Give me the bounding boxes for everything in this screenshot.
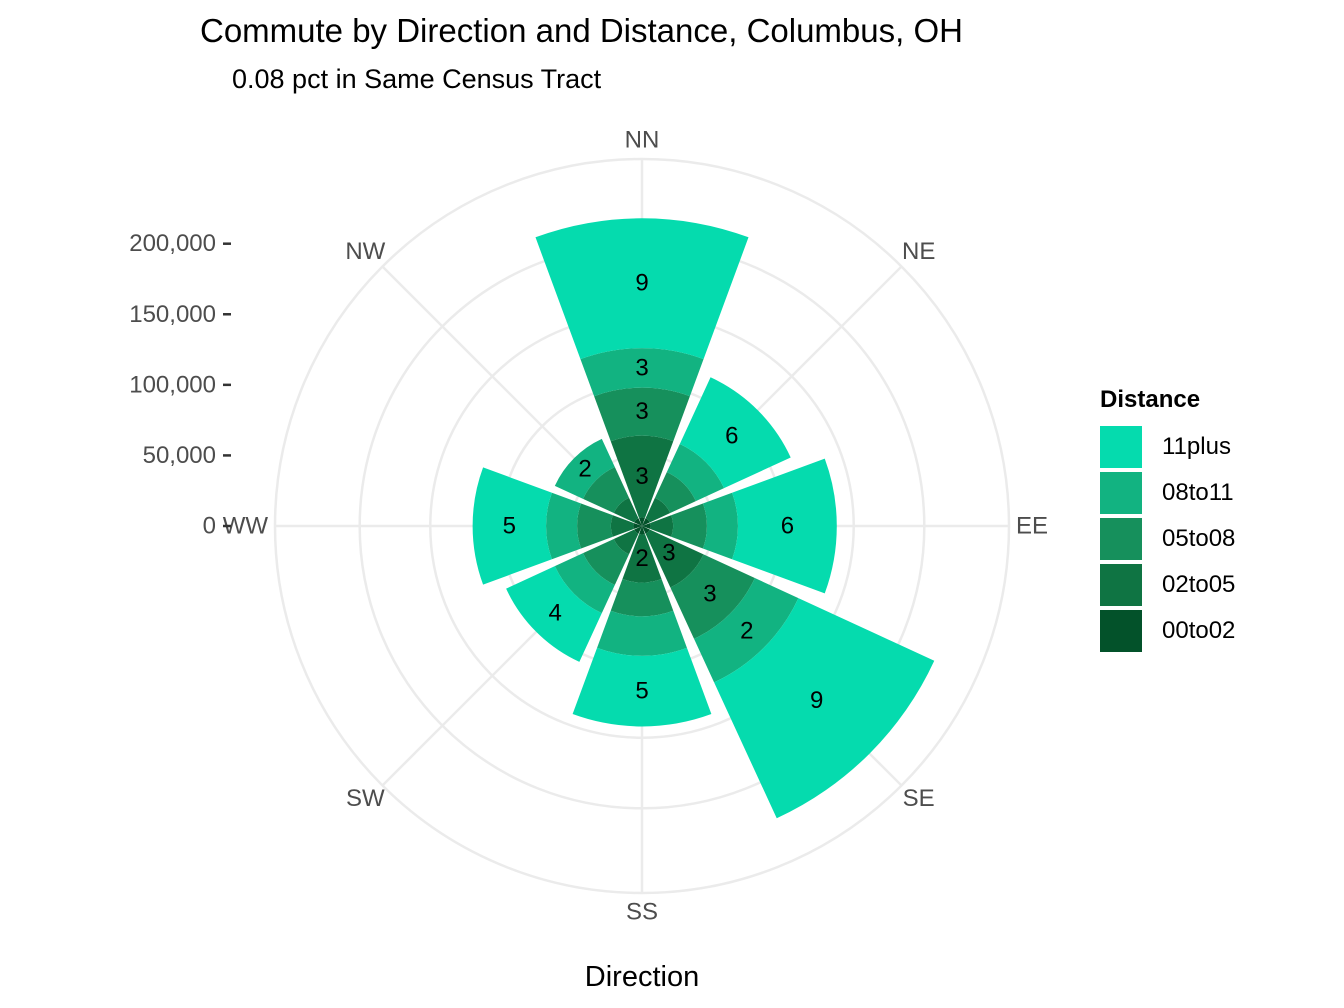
bar-sw-11plus: [506, 566, 602, 662]
radial-tick-label: 0: [203, 513, 216, 540]
bar-label-ne-11plus: 6: [725, 423, 738, 450]
bar-ww-11plus: [472, 467, 552, 585]
legend-swatch: [1100, 518, 1142, 560]
bar-label-ss-11plus: 5: [635, 678, 648, 705]
bar-ss-05to08: [610, 578, 674, 617]
bar-nn-00to02: [639, 517, 645, 526]
radial-tick-label: 50,000: [143, 442, 216, 469]
category-label-nn: NN: [625, 127, 660, 154]
chart-subtitle: 0.08 pct in Same Census Tract: [232, 64, 602, 94]
bar-ne-11plus: [679, 377, 791, 489]
bar-se-05to08: [670, 554, 755, 639]
bar-label-se-08to11: 2: [740, 617, 753, 644]
radial-tick-label: 100,000: [129, 371, 216, 398]
bar-ee-00to02: [642, 523, 651, 529]
bar-label-se-05to08: 3: [703, 580, 716, 607]
bar-nw-08to11: [554, 438, 615, 499]
x-axis-title: Direction: [585, 961, 699, 993]
legend-swatch: [1100, 426, 1142, 468]
legend-label: 08to11: [1162, 479, 1234, 506]
legend-item-11plus: 11plus: [1100, 424, 1235, 470]
legend-items: 11plus 08to11 05to08 02to05 00to02: [1100, 424, 1235, 654]
bar-ne-08to11: [666, 443, 725, 502]
bar-ee-11plus: [732, 458, 837, 594]
bar-ss-11plus: [572, 647, 712, 727]
bar-se-00to02: [642, 526, 650, 534]
bar-sw-02to05: [613, 529, 639, 555]
bar-ss-00to02: [639, 526, 645, 535]
bar-label-sw-11plus: 4: [548, 599, 561, 626]
category-label-ne: NE: [902, 238, 935, 265]
bar-ee-02to05: [649, 515, 674, 537]
bar-nn-05to08: [594, 387, 690, 442]
legend-swatch: [1100, 564, 1142, 606]
legend-item-05to08: 05to08: [1100, 516, 1235, 562]
legend-label: 02to05: [1162, 571, 1236, 598]
bar-label-nw-08to11: 2: [578, 456, 591, 483]
legend: Distance 11plus 08to11 05to08 02to05 00to02: [1100, 386, 1235, 654]
category-label-se: SE: [903, 785, 935, 812]
chart-title: Commute by Direction and Distance, Colum…: [200, 12, 963, 49]
radial-tick-label: 150,000: [129, 301, 216, 328]
bar-ww-02to05: [610, 515, 635, 537]
bar-ww-08to11: [546, 492, 582, 560]
bar-label-ee-11plus: 6: [781, 513, 794, 540]
bar-label-se-02to05: 3: [662, 539, 675, 566]
bar-ww-05to08: [577, 503, 613, 549]
bar-label-nn-02to05: 3: [635, 463, 648, 490]
category-label-nw: NW: [345, 238, 385, 265]
category-label-ss: SS: [626, 899, 658, 926]
bar-label-nn-11plus: 9: [635, 270, 648, 297]
bar-ee-05to08: [671, 503, 707, 549]
bar-ne-00to02: [642, 518, 650, 526]
category-label-ee: EE: [1016, 513, 1048, 540]
bar-ne-02to05: [645, 497, 671, 523]
legend-title: Distance: [1100, 386, 1201, 413]
legend-label: 05to08: [1162, 525, 1236, 552]
category-label-sw: SW: [346, 785, 385, 812]
legend-item-02to05: 02to05: [1100, 562, 1235, 608]
bar-se-08to11: [694, 578, 799, 683]
bar-nn-02to05: [610, 435, 674, 519]
bar-ss-08to11: [597, 610, 687, 656]
bar-ss-02to05: [622, 533, 662, 583]
bar-se-02to05: [645, 529, 704, 588]
legend-swatch: [1100, 610, 1142, 652]
bar-nw-02to05: [613, 497, 639, 523]
legend-item-00to02: 00to02: [1100, 608, 1235, 654]
legend-item-08to11: 08to11: [1100, 470, 1235, 516]
bar-ww-00to02: [633, 523, 642, 529]
bar-se-11plus: [714, 598, 935, 819]
bar-label-ss-02to05: 2: [635, 545, 648, 572]
legend-label: 11plus: [1162, 433, 1231, 460]
bar-nw-00to02: [634, 518, 642, 526]
bar-nn-11plus: [535, 218, 749, 360]
bar-sw-05to08: [583, 539, 629, 585]
bar-nw-05to08: [583, 467, 629, 513]
bar-ne-05to08: [655, 472, 696, 513]
legend-label: 00to02: [1162, 617, 1236, 644]
bar-label-ww-11plus: 5: [503, 513, 516, 540]
bar-label-nn-05to08: 3: [635, 398, 648, 425]
axis-layer: NNNEEESESSSWWWNW050,000100,000150,000200…: [129, 127, 1048, 926]
bar-ee-08to11: [702, 492, 738, 560]
bar-sw-00to02: [634, 526, 642, 534]
legend-swatch: [1100, 472, 1142, 514]
bar-nn-08to11: [580, 348, 704, 397]
bar-sw-08to11: [554, 553, 615, 614]
bar-label-se-11plus: 9: [810, 687, 823, 714]
radial-tick-label: 200,000: [129, 230, 216, 257]
bar-label-nn-08to11: 3: [635, 354, 648, 381]
bar-layer: [472, 218, 935, 819]
